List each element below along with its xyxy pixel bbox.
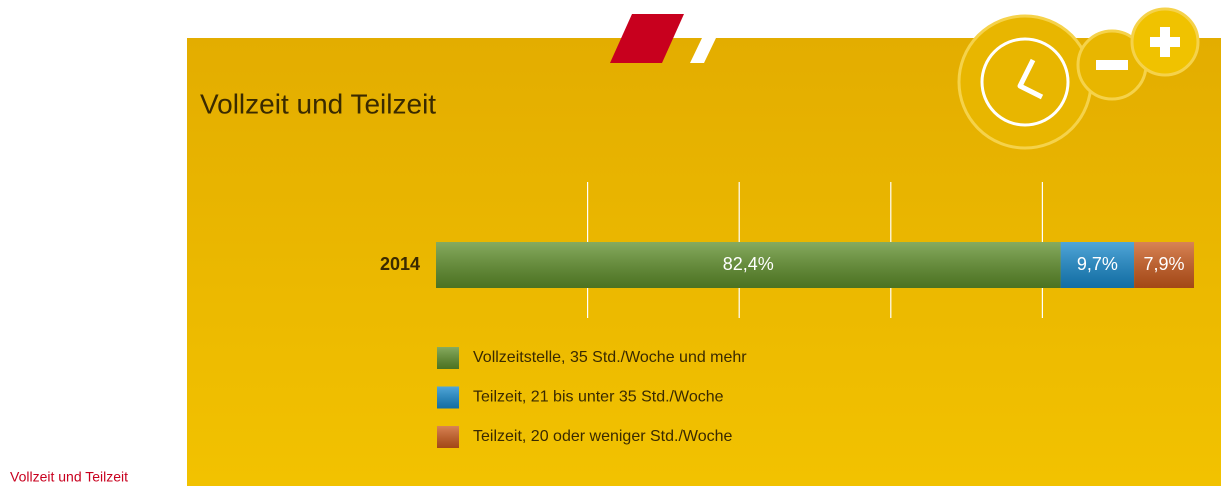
legend-shade [437, 347, 459, 369]
legend-label: Teilzeit, 20 oder weniger Std./Woche [473, 428, 733, 445]
value-label: 82,4% [723, 254, 774, 274]
chart-title: Vollzeit und Teilzeit [200, 88, 436, 119]
category-label: 2014 [380, 254, 420, 274]
legend-shade [437, 426, 459, 448]
legend-label: Teilzeit, 21 bis unter 35 Std./Woche [473, 389, 724, 406]
bar-shade [1134, 242, 1194, 288]
bar-shade [436, 242, 1061, 288]
value-label: 7,9% [1144, 254, 1185, 274]
legend-label: Vollzeitstelle, 35 Std./Woche und mehr [473, 349, 747, 366]
notch [690, 38, 716, 63]
bar-shade [1060, 242, 1135, 288]
value-label: 9,7% [1077, 254, 1118, 274]
red-slash [610, 14, 684, 63]
caption: Vollzeit und Teilzeit [10, 469, 128, 485]
clock-icon [957, 7, 1200, 150]
legend-shade [437, 386, 459, 409]
